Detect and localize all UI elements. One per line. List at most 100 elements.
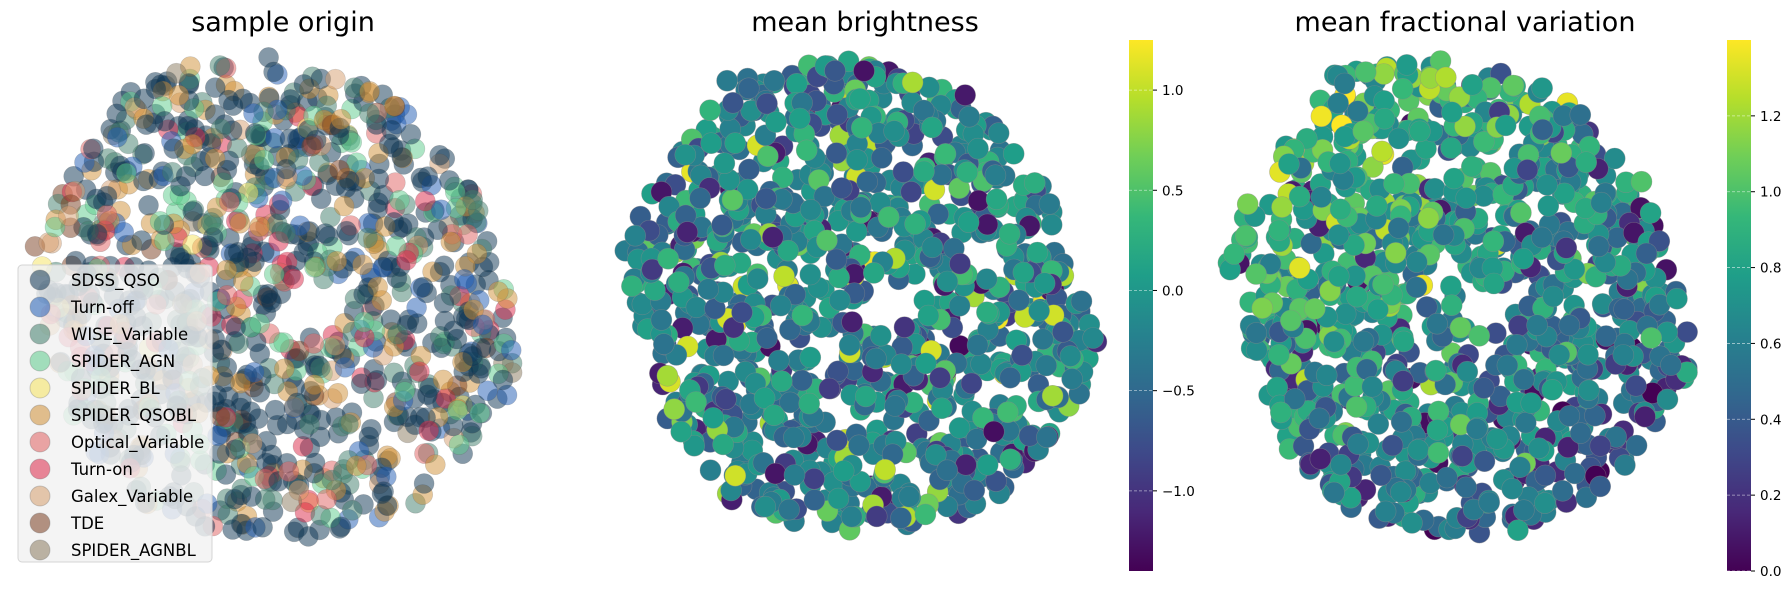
colorbar-tick-label: 0.6 [1760,336,1781,352]
legend-label: SPIDER_AGN [71,352,175,372]
point [756,92,778,115]
point [182,201,203,222]
point [1245,322,1268,344]
point [904,213,926,235]
point [396,249,417,271]
point [917,304,940,327]
point [168,85,190,106]
point [327,382,349,404]
point [321,469,343,491]
mean-fractional-variation-panel: mean fractional variation 0.00.20.40.60.… [1217,7,1781,580]
point [976,454,999,476]
point [1310,105,1333,128]
point [257,283,279,305]
point [303,374,325,396]
point [360,418,382,440]
point [1354,61,1377,83]
point [1461,155,1483,178]
point [1575,151,1597,173]
point [1436,466,1458,489]
point [224,488,245,510]
point [1660,354,1682,376]
point [828,289,851,312]
legend-marker [29,296,51,318]
point [1443,167,1465,190]
point [799,346,822,369]
point [216,159,238,181]
point [1455,187,1477,209]
point [222,519,243,540]
point [849,196,872,219]
point [788,107,811,130]
legend-marker [29,458,51,480]
point [1070,290,1093,313]
point [350,373,372,395]
point [1451,445,1474,467]
point [1513,499,1535,522]
point [1304,297,1326,320]
point [453,268,475,290]
point [1612,344,1635,366]
point [131,230,152,251]
point [652,333,675,355]
point [1613,298,1635,321]
point [1327,92,1349,114]
legend-marker [29,377,51,399]
point [1478,491,1500,514]
point [798,392,821,415]
point [869,324,892,347]
legend-label: SPIDER_AGNBL [71,541,197,561]
point [1507,519,1529,542]
point [230,372,251,394]
point [477,380,498,402]
point [791,369,813,392]
point [657,247,680,270]
sample-origin-panel: sample origin SDSS_QSO Turn-off WISE_Varia… [17,7,523,563]
point [954,84,976,106]
point [215,464,237,485]
point [818,377,841,400]
point [304,256,325,278]
point [697,278,720,301]
point [1614,454,1636,476]
colorbar-gradient [1727,40,1751,571]
point [413,473,435,494]
point [1510,201,1532,224]
point [133,88,155,110]
point [249,216,270,237]
point [326,250,348,272]
point [998,223,1021,245]
point [225,317,246,338]
point [1333,72,1356,95]
panel-title-mean-brightness: mean brightness [751,7,979,38]
point [283,268,305,290]
point [1536,174,1558,196]
point [1023,172,1046,194]
point [850,117,873,139]
point [764,462,787,485]
point [1440,137,1462,159]
point [273,332,295,353]
point [359,103,380,124]
point [1455,476,1477,499]
point [892,161,915,183]
point [1531,226,1553,249]
point [316,488,338,510]
point [166,62,187,84]
point [711,214,733,236]
point [1551,479,1574,502]
point [325,68,346,90]
point [324,335,346,356]
point [832,460,855,482]
point [778,498,800,521]
point [1028,300,1050,322]
colorbar-tick-label: −0.5 [1162,384,1195,400]
point [970,353,992,375]
point [281,491,303,513]
point [795,139,818,162]
point [1441,101,1463,124]
point [330,516,352,538]
point [209,55,231,76]
point [1640,327,1662,349]
point [487,281,509,302]
